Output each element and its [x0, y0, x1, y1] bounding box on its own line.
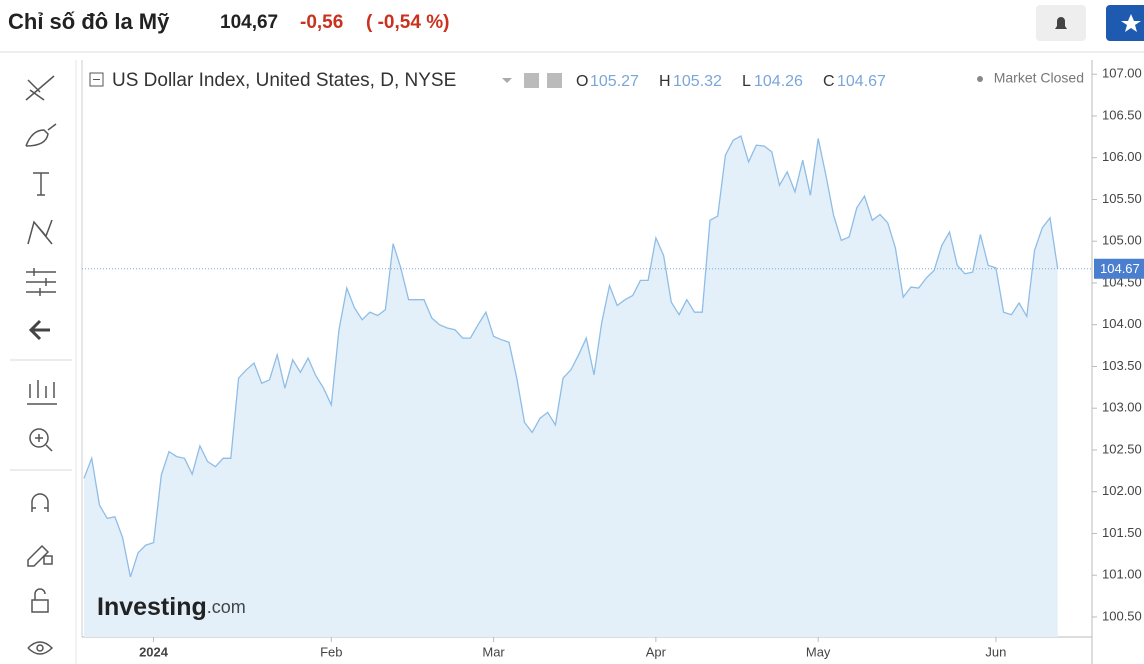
tool-indicators[interactable]: [27, 380, 57, 405]
tool-back[interactable]: [28, 319, 50, 341]
ohlc-label: H: [659, 73, 671, 90]
watermark-brand: Investing: [97, 593, 207, 621]
y-tick-label: 106.50: [1102, 107, 1142, 122]
price: 104,67: [220, 12, 278, 33]
tool-text[interactable]: [33, 172, 49, 196]
chart-title: US Dollar Index, United States, D, NYSE: [112, 70, 456, 91]
x-tick-label: Feb: [320, 644, 342, 659]
y-tick-label: 101.50: [1102, 525, 1142, 540]
watermark-domain: .com: [207, 597, 246, 617]
bell-icon: [1055, 17, 1067, 31]
ohlc-label: O: [576, 73, 588, 90]
tool-brush[interactable]: [25, 123, 57, 147]
y-tick-label: 104.00: [1102, 316, 1142, 331]
x-tick-label: Jun: [985, 644, 1006, 659]
tool-zoom[interactable]: [29, 428, 49, 448]
star-icon: [1121, 14, 1141, 32]
tool-lines[interactable]: [25, 75, 55, 101]
x-tick-label: Apr: [646, 644, 667, 659]
last-price-label: 104.67: [1100, 261, 1140, 276]
y-tick-label: 105.50: [1102, 191, 1142, 206]
page-title: Chỉ số đô la Mỹ: [8, 9, 170, 34]
y-tick-label: 102.50: [1102, 441, 1142, 456]
ohlc-value: 104.26: [754, 73, 803, 90]
ohlc-value: 105.27: [590, 73, 639, 90]
y-tick-label: 107.00: [1102, 66, 1142, 81]
y-tick-label: 105.00: [1102, 233, 1142, 248]
ohlc-label: C: [823, 73, 835, 90]
symbol-dropdown[interactable]: [502, 78, 512, 83]
y-tick-label: 106.00: [1102, 149, 1142, 164]
settings-button[interactable]: [524, 73, 539, 88]
tool-magnet[interactable]: [31, 493, 49, 512]
toolbar: [10, 75, 72, 655]
tool-fib[interactable]: [26, 268, 56, 296]
market-status: Market Closed: [994, 70, 1084, 86]
watermark: Investing.com: [97, 593, 246, 621]
price-line: [83, 135, 1059, 578]
tool-unlock[interactable]: [31, 588, 49, 613]
y-tick-label: 102.00: [1102, 483, 1142, 498]
y-tick-label: 100.50: [1102, 608, 1142, 623]
tool-pattern[interactable]: [27, 219, 53, 245]
ohlc-value: 104.67: [837, 73, 886, 90]
last-price-tag: [1094, 258, 1144, 279]
x-tick-label: May: [806, 644, 831, 659]
change: -0,56: [300, 12, 343, 33]
settings-button[interactable]: [547, 73, 562, 88]
y-tick-label: 101.00: [1102, 567, 1142, 582]
y-tick-label: 103.00: [1102, 400, 1142, 415]
plot: [83, 135, 1059, 637]
x-tick-label: Mar: [482, 644, 505, 659]
y-tick-label: 103.50: [1102, 358, 1142, 373]
tool-visibility[interactable]: [27, 641, 54, 655]
status-dot: [977, 76, 983, 82]
area-fill: [84, 136, 1058, 637]
ohlc-label: L: [742, 73, 751, 90]
header-bar: [0, 0, 1144, 52]
change-pct: ( -0,54 %): [366, 12, 449, 33]
tool-lock-draw[interactable]: [27, 544, 53, 567]
x-tick-label: 2024: [139, 644, 169, 659]
ohlc-value: 105.32: [673, 73, 722, 90]
